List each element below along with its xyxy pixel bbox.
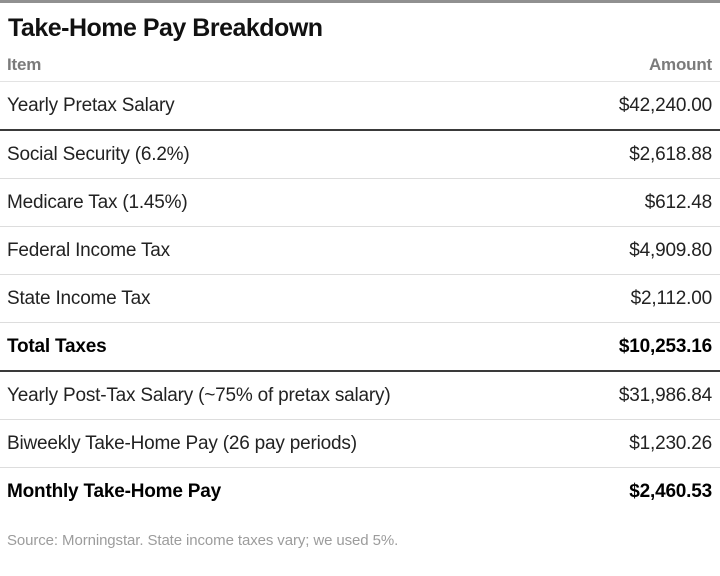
table-row: State Income Tax $2,112.00 (0, 275, 720, 323)
table-row: Yearly Post-Tax Salary (~75% of pretax s… (0, 372, 720, 420)
row-item-label: Yearly Pretax Salary (7, 94, 175, 116)
table-row: Social Security (6.2%) $2,618.88 (0, 131, 720, 179)
row-item-label: Federal Income Tax (7, 239, 170, 261)
table-row: Total Taxes $10,253.16 (0, 323, 720, 372)
table-row: Yearly Pretax Salary $42,240.00 (0, 82, 720, 131)
row-amount-value: $2,618.88 (629, 143, 712, 165)
row-amount-value: $42,240.00 (618, 94, 712, 116)
table-row: Monthly Take-Home Pay $2,460.53 (0, 468, 720, 515)
row-item-label: Yearly Post-Tax Salary (~75% of pretax s… (7, 384, 391, 406)
column-header-amount: Amount (648, 55, 712, 74)
table-row: Biweekly Take-Home Pay (26 pay periods) … (0, 420, 720, 468)
top-accent-bar (0, 0, 720, 3)
source-note: Source: Morningstar. State income taxes … (7, 532, 399, 549)
row-amount-value: $2,112.00 (630, 287, 713, 309)
row-item-label: State Income Tax (7, 287, 151, 309)
row-amount-value: $31,986.84 (618, 384, 712, 406)
row-item-label: Social Security (6.2%) (7, 143, 190, 165)
table-body: Yearly Pretax Salary $42,240.00 Social S… (0, 82, 720, 515)
table-row: Federal Income Tax $4,909.80 (0, 227, 720, 275)
column-header-item: Item (7, 55, 42, 74)
row-amount-value: $10,253.16 (618, 335, 712, 357)
page-title: Take-Home Pay Breakdown (8, 14, 323, 42)
row-amount-value: $1,230.26 (629, 432, 712, 454)
row-item-label: Medicare Tax (1.45%) (7, 191, 188, 213)
row-amount-value: $4,909.80 (629, 239, 712, 261)
row-amount-value: $2,460.53 (629, 480, 712, 502)
row-item-label: Monthly Take-Home Pay (7, 480, 221, 502)
table-header-row: Item Amount (0, 43, 720, 82)
table-row: Medicare Tax (1.45%) $612.48 (0, 179, 720, 227)
row-item-label: Total Taxes (7, 335, 107, 357)
row-item-label: Biweekly Take-Home Pay (26 pay periods) (7, 432, 357, 454)
row-amount-value: $612.48 (644, 191, 712, 213)
